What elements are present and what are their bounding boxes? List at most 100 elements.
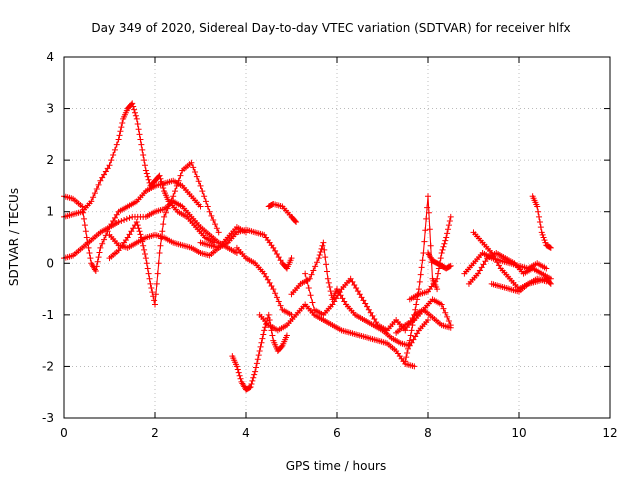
data-point-marker — [543, 265, 550, 272]
data-point-marker — [141, 162, 148, 169]
data-point-marker — [425, 193, 431, 200]
data-point-marker — [307, 292, 314, 299]
data-point-marker — [264, 276, 271, 283]
data-point-marker — [197, 182, 204, 189]
data-point-marker — [90, 194, 97, 201]
data-point-marker — [134, 121, 141, 128]
data-point-marker — [425, 209, 432, 216]
data-point-marker — [547, 244, 554, 251]
series-track-n — [406, 213, 454, 303]
data-point-marker — [137, 136, 144, 143]
data-point-marker — [155, 260, 162, 267]
data-point-marker — [419, 257, 426, 264]
data-point-marker — [324, 275, 331, 282]
data-point-marker — [258, 339, 265, 346]
data-point-marker — [260, 331, 267, 338]
data-point-marker — [313, 259, 320, 266]
data-point-marker — [447, 213, 454, 220]
data-point-marker — [130, 225, 137, 232]
data-point-marker — [140, 151, 147, 158]
data-point-marker — [438, 249, 445, 256]
series-track-t — [529, 193, 554, 251]
data-point-marker — [446, 263, 453, 270]
data-point-marker — [270, 244, 277, 251]
data-point-marker — [272, 290, 279, 297]
data-point-marker — [157, 175, 164, 182]
data-point-marker — [326, 284, 333, 291]
series-line — [63, 200, 238, 259]
data-point-marker — [248, 380, 255, 387]
data-point-marker — [310, 267, 317, 274]
data-point-marker — [421, 238, 428, 245]
y-tick-label: 0 — [46, 256, 54, 270]
data-point-marker — [427, 242, 434, 249]
data-point-marker — [292, 217, 299, 224]
data-point-marker — [126, 214, 133, 221]
data-point-marker — [94, 258, 101, 265]
data-point-marker — [246, 384, 253, 391]
data-point-marker — [102, 232, 109, 239]
series-track-u — [488, 275, 554, 295]
data-point-marker — [197, 203, 204, 210]
data-point-marker — [168, 197, 175, 204]
data-point-marker — [104, 228, 111, 235]
data-point-marker — [82, 228, 89, 235]
data-point-marker — [102, 168, 109, 175]
data-point-marker — [83, 234, 90, 241]
data-point-marker — [148, 285, 155, 292]
data-point-marker — [272, 247, 279, 254]
data-point-marker — [113, 141, 120, 148]
data-point-marker — [142, 255, 149, 262]
data-point-marker — [234, 366, 241, 373]
data-point-marker — [412, 306, 419, 313]
data-point-marker — [309, 299, 316, 306]
data-point-marker — [402, 327, 409, 334]
data-point-marker — [173, 182, 180, 189]
data-point-marker — [93, 263, 100, 270]
y-tick-label: 4 — [46, 50, 54, 64]
data-point-marker — [495, 262, 502, 269]
series-track-k — [288, 239, 431, 349]
data-point-marker — [303, 277, 310, 284]
data-point-marker — [440, 305, 447, 312]
data-point-marker — [157, 242, 164, 249]
data-point-marker — [365, 306, 372, 313]
data-point-marker — [334, 292, 341, 299]
data-point-marker — [141, 251, 148, 258]
data-point-marker — [111, 214, 118, 221]
data-point-marker — [128, 228, 135, 235]
data-point-marker — [121, 216, 128, 223]
data-point-marker — [145, 270, 152, 277]
data-point-marker — [443, 234, 450, 241]
data-point-marker — [414, 330, 421, 337]
data-point-marker — [97, 244, 104, 251]
data-point-marker — [130, 103, 137, 110]
data-point-marker — [305, 285, 312, 292]
data-point-marker — [333, 295, 340, 302]
chart-title: Day 349 of 2020, Sidereal Day-to-day VTE… — [91, 21, 570, 35]
data-point-marker — [139, 146, 146, 153]
data-point-marker — [445, 226, 452, 233]
data-point-marker — [113, 211, 120, 218]
data-point-marker — [93, 186, 100, 193]
data-point-marker — [362, 300, 369, 307]
data-point-marker — [87, 255, 94, 262]
data-point-marker — [323, 268, 330, 275]
data-point-marker — [265, 311, 272, 318]
data-point-marker — [175, 177, 182, 184]
x-tick-label: 10 — [511, 426, 526, 440]
data-point-marker — [534, 203, 541, 210]
data-point-marker — [439, 246, 446, 253]
data-point-marker — [133, 115, 140, 122]
data-point-marker — [86, 249, 93, 256]
data-point-marker — [367, 309, 374, 316]
data-point-marker — [327, 288, 334, 295]
data-point-marker — [546, 279, 553, 286]
series-track-d — [106, 159, 222, 308]
data-point-marker — [201, 193, 208, 200]
data-point-marker — [156, 172, 163, 179]
data-point-marker — [364, 303, 371, 310]
data-point-marker — [312, 263, 319, 270]
data-point-marker — [476, 267, 483, 274]
data-point-marker — [329, 301, 336, 308]
